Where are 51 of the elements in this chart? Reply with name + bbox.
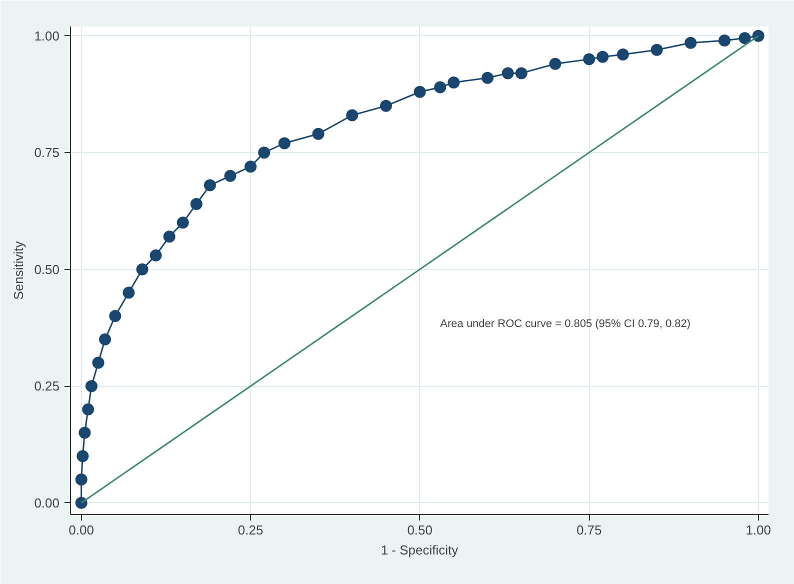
x-tick-label: 0.75 (576, 522, 602, 538)
point (312, 128, 324, 140)
point (752, 30, 764, 42)
point (583, 53, 596, 66)
point (718, 34, 730, 46)
point (278, 137, 290, 150)
point (502, 67, 514, 80)
point (136, 263, 148, 276)
point (738, 32, 751, 44)
point (414, 86, 426, 98)
point (150, 249, 162, 262)
point (76, 450, 89, 462)
point (258, 146, 270, 159)
x-tick-label: 0.50 (407, 522, 432, 538)
point (224, 170, 236, 182)
y-tick-label: 0.75 (34, 145, 60, 160)
point (85, 380, 98, 392)
point (82, 403, 94, 416)
point (434, 81, 446, 94)
point (380, 100, 392, 112)
point (515, 67, 528, 80)
y-tick-label: 0.00 (34, 495, 60, 510)
point (176, 216, 189, 229)
point (78, 426, 91, 439)
point (616, 48, 629, 61)
point (650, 44, 663, 56)
x-axis-title: 1 - Specificity (380, 542, 459, 558)
point (75, 473, 88, 486)
point (99, 333, 112, 346)
point (244, 160, 257, 173)
y-tick-label: 1.00 (34, 28, 60, 44)
x-tick-label: 0.00 (68, 522, 94, 538)
y-tick-label: 0.25 (34, 378, 60, 394)
point (448, 76, 460, 89)
y-tick-label: 0.50 (34, 262, 60, 277)
point (482, 72, 494, 84)
point (109, 310, 122, 322)
point (190, 198, 202, 210)
point (163, 230, 176, 243)
point (549, 58, 562, 70)
point (75, 496, 88, 509)
point (684, 36, 697, 49)
y-axis-title: Sensitivity (11, 240, 26, 300)
point (596, 50, 609, 63)
point (204, 179, 216, 192)
point (92, 356, 104, 369)
point (122, 286, 135, 299)
annotation: Area under ROC curve = 0.805 (95% CI 0.79, 0.82) (440, 318, 691, 330)
x-tick-label: 0.25 (238, 522, 264, 538)
point (346, 109, 358, 122)
x-tick-label: 1.00 (746, 522, 772, 538)
